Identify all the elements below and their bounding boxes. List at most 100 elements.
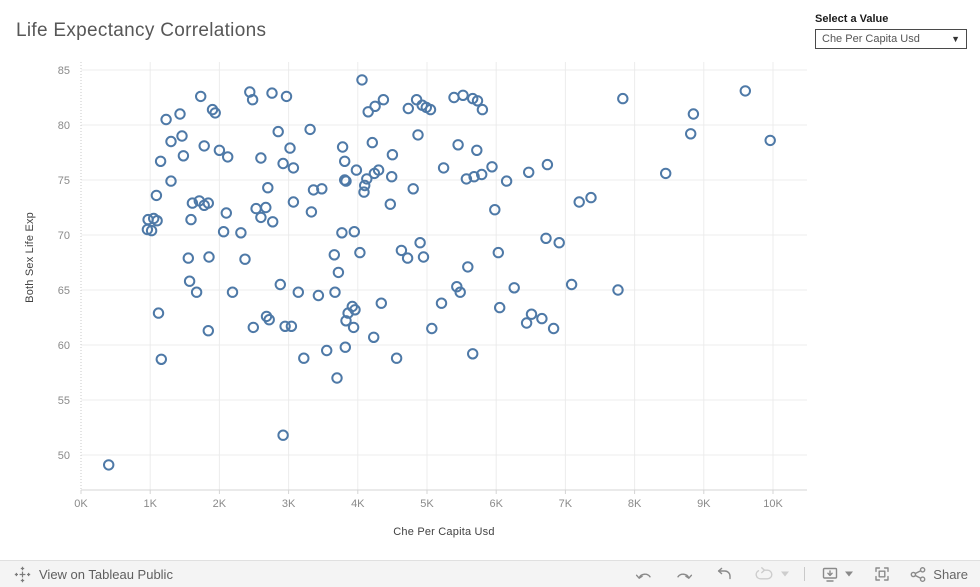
data-point[interactable] — [386, 149, 399, 161]
data-point[interactable] — [347, 321, 360, 334]
data-point[interactable] — [356, 74, 368, 86]
data-point[interactable] — [274, 278, 286, 291]
data-point[interactable] — [489, 204, 501, 216]
data-point[interactable] — [195, 90, 207, 103]
data-point[interactable] — [316, 183, 328, 195]
data-point[interactable] — [152, 307, 165, 319]
data-point[interactable] — [350, 164, 363, 176]
undo-button[interactable] — [635, 567, 653, 582]
data-point[interactable] — [573, 196, 585, 208]
data-point[interactable] — [540, 232, 552, 245]
data-point[interactable] — [764, 134, 776, 147]
data-point[interactable] — [468, 171, 480, 183]
data-point[interactable] — [368, 331, 380, 343]
data-point[interactable] — [206, 103, 219, 116]
data-point[interactable] — [239, 253, 251, 265]
data-point[interactable] — [372, 164, 385, 176]
parameter-select[interactable]: Che Per Capita Usd ▼ — [815, 29, 967, 49]
data-point[interactable] — [460, 173, 473, 185]
data-point[interactable] — [202, 197, 215, 209]
data-point[interactable] — [390, 352, 403, 364]
data-point[interactable] — [412, 129, 424, 141]
data-point[interactable] — [437, 162, 450, 174]
data-point[interactable] — [471, 144, 483, 157]
data-point[interactable] — [410, 94, 423, 106]
data-point[interactable] — [492, 246, 504, 259]
data-point[interactable] — [457, 89, 469, 102]
data-point[interactable] — [284, 142, 296, 154]
data-point[interactable] — [486, 161, 498, 173]
data-point[interactable] — [185, 213, 197, 226]
data-point[interactable] — [198, 140, 210, 152]
data-point[interactable] — [331, 372, 343, 384]
data-point[interactable] — [523, 166, 535, 179]
data-point[interactable] — [285, 320, 298, 332]
data-point[interactable] — [553, 237, 565, 249]
data-point[interactable] — [500, 175, 513, 187]
data-point[interactable] — [476, 103, 489, 116]
data-point[interactable] — [298, 352, 310, 364]
data-point[interactable] — [217, 226, 230, 238]
data-point[interactable] — [186, 197, 199, 209]
download-caret-button[interactable] — [845, 571, 854, 577]
data-point[interactable] — [312, 289, 325, 302]
data-point[interactable] — [402, 102, 414, 115]
data-point[interactable] — [287, 196, 300, 208]
data-point[interactable] — [424, 103, 437, 116]
data-point[interactable] — [541, 158, 554, 171]
data-point[interactable] — [339, 341, 351, 353]
data-point[interactable] — [536, 312, 548, 325]
data-point[interactable] — [151, 215, 163, 227]
data-point[interactable] — [366, 136, 378, 149]
data-point[interactable] — [272, 125, 284, 138]
data-point[interactable] — [209, 107, 221, 119]
data-point[interactable] — [448, 91, 460, 104]
data-point[interactable] — [426, 322, 438, 335]
data-point[interactable] — [525, 308, 538, 320]
fullscreen-button[interactable] — [873, 565, 891, 583]
data-point[interactable] — [279, 320, 291, 332]
data-point[interactable] — [358, 186, 370, 198]
download-button[interactable] — [821, 566, 839, 583]
data-point[interactable] — [150, 189, 163, 202]
data-point[interactable] — [255, 211, 267, 224]
data-point[interactable] — [612, 284, 624, 296]
data-point[interactable] — [262, 182, 274, 194]
data-point[interactable] — [685, 128, 697, 140]
data-point[interactable] — [660, 167, 672, 180]
data-point[interactable] — [454, 286, 466, 298]
data-point[interactable] — [304, 123, 316, 136]
data-point[interactable] — [359, 179, 371, 192]
data-point[interactable] — [165, 135, 177, 148]
data-point[interactable] — [340, 315, 352, 327]
data-point[interactable] — [255, 152, 267, 164]
replay-button[interactable] — [715, 567, 733, 582]
data-point[interactable] — [375, 297, 387, 309]
data-point[interactable] — [362, 106, 374, 118]
data-point[interactable] — [260, 310, 273, 323]
data-point[interactable] — [349, 304, 361, 316]
data-point[interactable] — [329, 286, 341, 298]
data-point[interactable] — [687, 108, 700, 120]
data-point[interactable] — [182, 252, 195, 264]
data-point[interactable] — [739, 85, 751, 97]
data-point[interactable] — [202, 325, 215, 337]
data-point[interactable] — [177, 150, 190, 162]
data-point[interactable] — [340, 175, 352, 187]
data-point[interactable] — [103, 459, 115, 471]
data-point[interactable] — [384, 198, 396, 210]
data-point[interactable] — [176, 130, 188, 142]
data-point[interactable] — [277, 157, 289, 170]
data-point[interactable] — [222, 151, 234, 163]
data-point[interactable] — [267, 216, 279, 228]
data-point[interactable] — [401, 252, 414, 264]
data-point[interactable] — [354, 246, 366, 259]
auto-update-caret-button[interactable] — [781, 571, 790, 577]
data-point[interactable] — [226, 286, 239, 298]
data-point[interactable] — [321, 344, 333, 357]
data-point[interactable] — [414, 237, 426, 249]
scatter-plot[interactable]: 50 55 60 65 70 75 80 85 0K 1K 2K 3K 4K 5K 6K 7K 8K 9K 10K — [0, 0, 980, 545]
data-point[interactable] — [277, 429, 289, 441]
data-point[interactable] — [520, 317, 533, 329]
data-point[interactable] — [617, 92, 629, 105]
